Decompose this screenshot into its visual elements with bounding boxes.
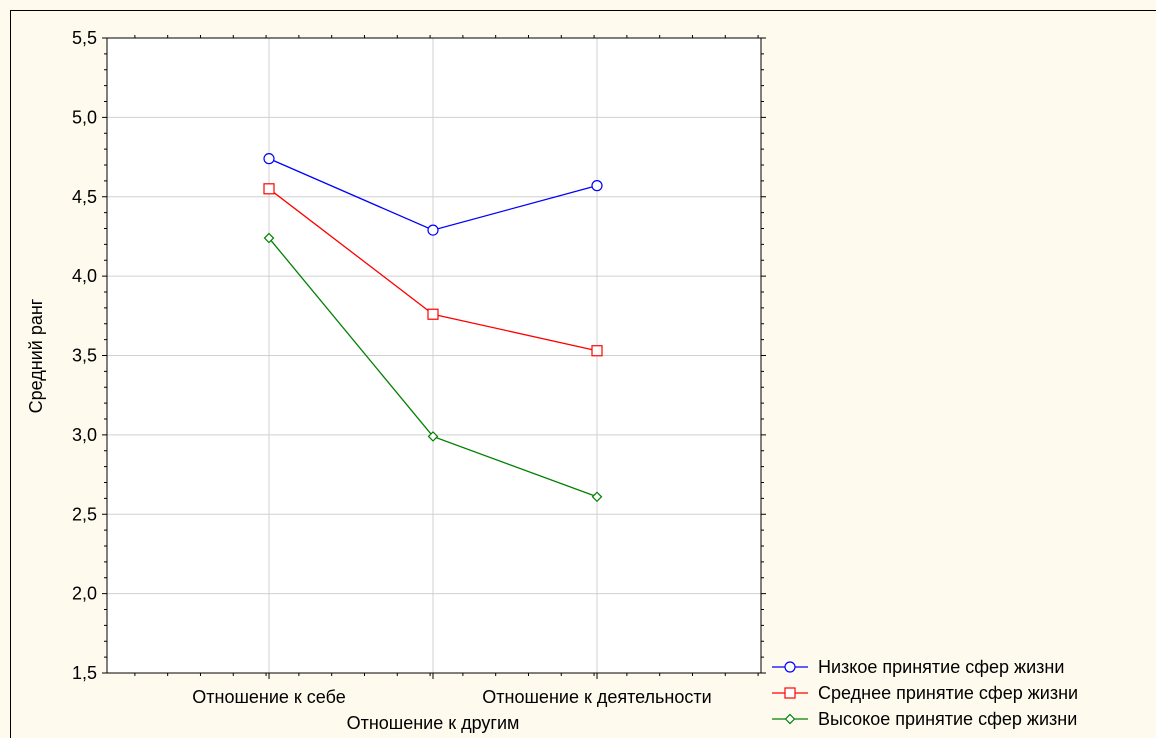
marker-diamond bbox=[427, 431, 439, 442]
legend-label: Низкое принятие сфер жизни bbox=[818, 657, 1064, 677]
y-axis-label: Средний ранг bbox=[26, 298, 46, 413]
x-tick-label: Отношение к деятельности bbox=[482, 687, 711, 707]
marker-diamond bbox=[591, 491, 603, 503]
marker-square bbox=[263, 183, 275, 195]
y-tick-label: 2,0 bbox=[72, 584, 97, 604]
series-group bbox=[263, 232, 603, 503]
y-tick-label: 1,5 bbox=[72, 663, 97, 683]
y-tick-label: 3,5 bbox=[72, 346, 97, 366]
series bbox=[263, 153, 603, 503]
y-tick-label: 4,0 bbox=[72, 266, 97, 286]
legend-label: Высокое принятие сфер жизни bbox=[818, 709, 1077, 729]
marker-diamond bbox=[263, 232, 275, 244]
legend-label: Среднее принятие сфер жизни bbox=[818, 683, 1078, 703]
marker-circle bbox=[427, 224, 439, 236]
y-tick-label: 2,5 bbox=[72, 504, 97, 524]
legend-item: Среднее принятие сфер жизни bbox=[772, 683, 1078, 703]
x-tick-label: Отношение к другим bbox=[347, 713, 520, 733]
y-tick-label: 5,0 bbox=[72, 107, 97, 127]
y-tick-label: 4,5 bbox=[72, 187, 97, 207]
legend-item: Высокое принятие сфер жизни bbox=[772, 709, 1077, 729]
marker-diamond bbox=[784, 713, 796, 725]
legend: Низкое принятие сфер жизни Среднее принят… bbox=[772, 657, 1078, 729]
x-tick-label: Отношение к себе bbox=[192, 687, 345, 707]
marker-circle bbox=[784, 661, 796, 673]
chart-border bbox=[10, 10, 1156, 738]
marker-circle bbox=[263, 153, 275, 165]
y-axis-ticks: 1,5 2,0 2,5 3,0 3,5 4,0 4,5 5,0 5,5 bbox=[72, 28, 766, 683]
marker-circle bbox=[591, 180, 603, 192]
marker-square bbox=[427, 308, 439, 320]
y-tick-label: 3,0 bbox=[72, 425, 97, 445]
legend-item: Низкое принятие сфер жизни bbox=[772, 657, 1064, 677]
series-group bbox=[263, 153, 603, 236]
series-group bbox=[263, 183, 603, 357]
y-tick-label: 5,5 bbox=[72, 28, 97, 48]
marker-square bbox=[591, 345, 603, 357]
marker-square bbox=[784, 687, 796, 699]
grid bbox=[107, 38, 761, 673]
